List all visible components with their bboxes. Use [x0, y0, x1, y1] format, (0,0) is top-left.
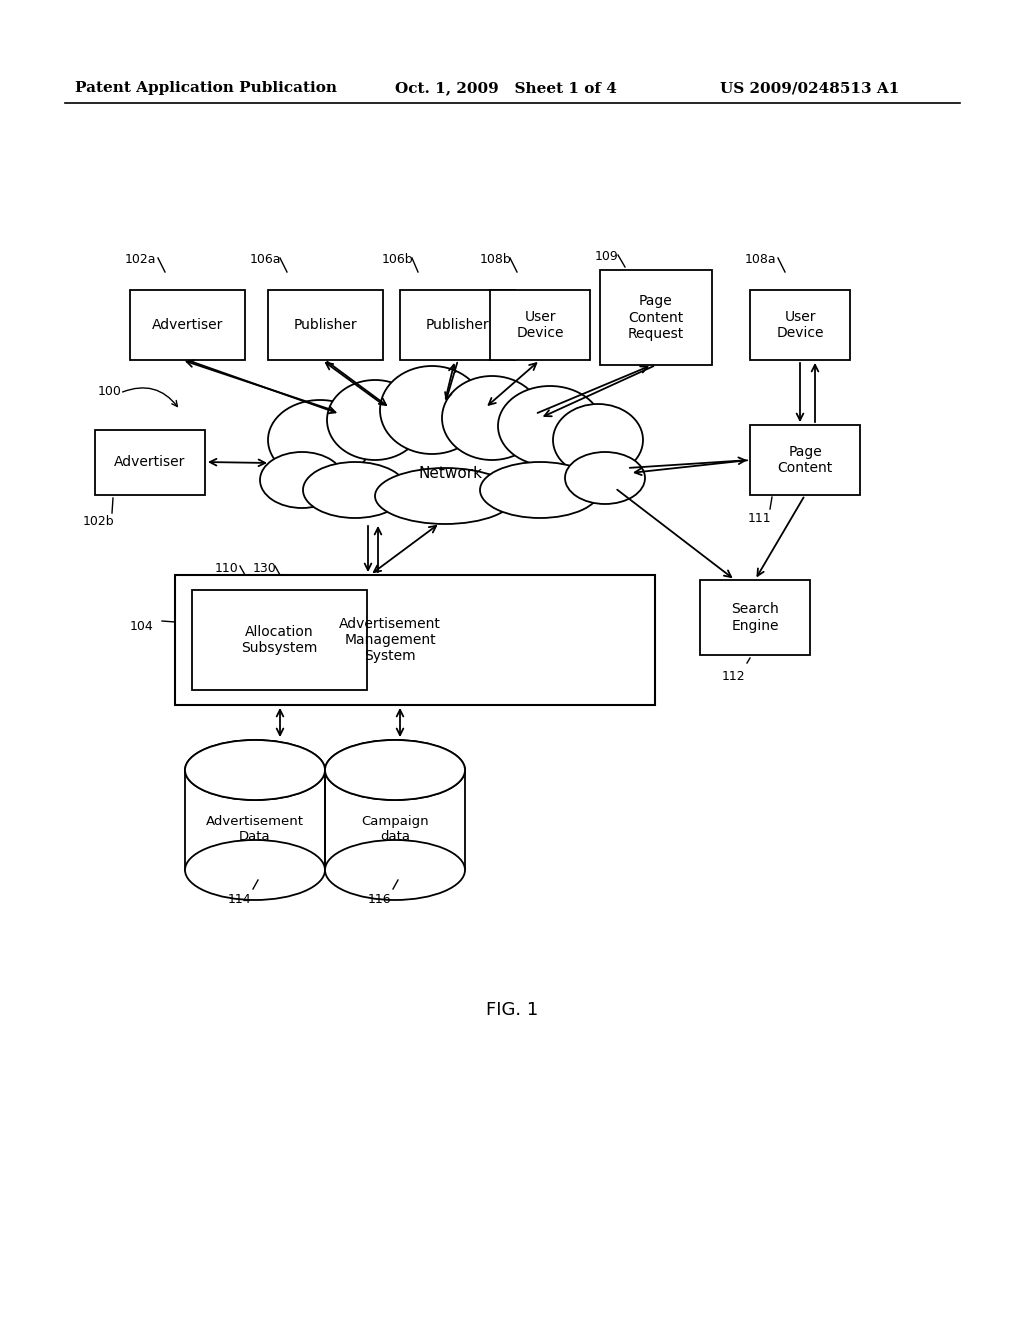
Text: Advertiser: Advertiser: [115, 455, 185, 470]
Ellipse shape: [325, 741, 465, 800]
Text: Advertisement
Data: Advertisement Data: [206, 814, 304, 843]
Ellipse shape: [442, 376, 542, 459]
Text: Advertiser: Advertiser: [152, 318, 223, 333]
Text: Search
Engine: Search Engine: [731, 602, 779, 632]
Text: 100: 100: [98, 385, 122, 399]
Ellipse shape: [327, 380, 423, 459]
Text: US 2009/0248513 A1: US 2009/0248513 A1: [720, 81, 899, 95]
Ellipse shape: [498, 385, 602, 466]
Bar: [95, 430, 205, 495]
Text: Campaign
data: Campaign data: [361, 814, 429, 843]
Text: 110: 110: [215, 562, 239, 576]
Text: 108b: 108b: [480, 253, 512, 267]
Text: Allocation
Subsystem: Allocation Subsystem: [242, 624, 317, 655]
Bar: [750, 290, 850, 360]
Ellipse shape: [303, 462, 407, 517]
Ellipse shape: [260, 451, 344, 508]
Text: User
Device: User Device: [516, 310, 564, 341]
Bar: [185, 770, 325, 870]
Bar: [175, 576, 655, 705]
Text: 102b: 102b: [83, 515, 115, 528]
Ellipse shape: [185, 741, 325, 800]
Text: 112: 112: [722, 671, 745, 682]
Text: Patent Application Publication: Patent Application Publication: [75, 81, 337, 95]
Bar: [268, 290, 383, 360]
Text: Oct. 1, 2009   Sheet 1 of 4: Oct. 1, 2009 Sheet 1 of 4: [395, 81, 616, 95]
Ellipse shape: [325, 741, 465, 800]
Text: 114: 114: [228, 894, 252, 906]
Ellipse shape: [480, 462, 600, 517]
Ellipse shape: [268, 400, 372, 480]
Text: 116: 116: [368, 894, 391, 906]
Ellipse shape: [565, 451, 645, 504]
Ellipse shape: [553, 404, 643, 477]
Text: Advertisement
Management
System: Advertisement Management System: [339, 616, 441, 663]
Ellipse shape: [185, 840, 325, 900]
Text: Publisher: Publisher: [294, 318, 357, 333]
Bar: [600, 271, 712, 366]
Ellipse shape: [380, 366, 484, 454]
Text: 109: 109: [595, 249, 618, 263]
Text: Page
Content: Page Content: [777, 445, 833, 475]
Bar: [700, 579, 810, 655]
Ellipse shape: [185, 741, 325, 800]
Text: 106a: 106a: [250, 253, 282, 267]
Bar: [325, 770, 465, 870]
Text: Page
Content
Request: Page Content Request: [628, 294, 684, 341]
Text: 104: 104: [130, 620, 154, 634]
Bar: [750, 425, 860, 495]
Bar: [193, 590, 367, 690]
Text: 108a: 108a: [745, 253, 776, 267]
Bar: [130, 290, 245, 360]
Text: Publisher: Publisher: [426, 318, 489, 333]
Text: 130: 130: [253, 562, 276, 576]
Bar: [400, 290, 515, 360]
Text: Network: Network: [418, 466, 482, 480]
Text: FIG. 1: FIG. 1: [485, 1001, 539, 1019]
Ellipse shape: [375, 469, 515, 524]
Text: User
Device: User Device: [776, 310, 823, 341]
Text: 106b: 106b: [382, 253, 414, 267]
Bar: [490, 290, 590, 360]
Text: 111: 111: [748, 512, 772, 525]
Text: 102a: 102a: [125, 253, 157, 267]
Ellipse shape: [325, 840, 465, 900]
